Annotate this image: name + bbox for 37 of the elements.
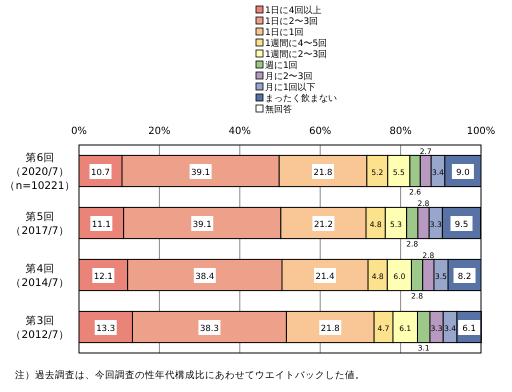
data-label: 39.1 [192, 220, 212, 230]
data-label: 21.4 [316, 272, 334, 282]
y-tick-label: 第4回（2014/7） [10, 263, 70, 289]
legend-label: 月に2〜3回 [265, 72, 312, 82]
legend-label: 1日に1回 [265, 28, 304, 38]
x-tick-label: 20% [148, 126, 171, 137]
x-tick-label: 100% [466, 126, 496, 137]
data-label: 11.1 [92, 220, 111, 230]
legend-label: 週に1回 [265, 60, 298, 71]
data-label: 38.3 [200, 324, 219, 334]
legend-label: 1週間に4〜5回 [265, 38, 328, 49]
data-label: 13.3 [96, 324, 116, 334]
x-tick-label: 80% [389, 126, 412, 137]
data-label: 9.5 [454, 220, 468, 230]
data-label: 21.2 [314, 220, 333, 230]
text: 注）過去調査は、今回調査の性年代構成比にあわせてウエイトバックした値。 [15, 369, 365, 381]
data-label: 10.7 [91, 168, 110, 178]
x-tick-label: 0% [71, 126, 87, 137]
legend-label: 月に1回以下 [265, 82, 316, 93]
data-label: 38.4 [195, 272, 214, 282]
legend-label: 無回答 [265, 104, 292, 115]
legend-label: 1週間に2〜3回 [265, 49, 328, 60]
data-label: 39.1 [191, 168, 210, 178]
x-tick-label: 60% [309, 126, 332, 137]
legend-label: まったく飲まない [265, 93, 337, 104]
y-tick-label: 第6回（2020/7）（n=10221） [4, 152, 76, 192]
data-label: 9.0 [456, 168, 470, 178]
data-label: 8.2 [458, 272, 472, 282]
x-tick-label: 40% [228, 126, 251, 137]
data-label: 21.8 [320, 324, 340, 334]
legend-label: 1日に2〜3回 [265, 17, 318, 27]
y-tick-label: 第5回（2017/7） [10, 211, 70, 237]
data-label: 6.1 [462, 324, 476, 334]
legend-label: 1日に4回以上 [265, 5, 322, 16]
data-label: 21.8 [314, 168, 332, 178]
y-tick-label: 第3回（2012/7） [10, 315, 70, 341]
data-label: 12.1 [94, 272, 113, 282]
